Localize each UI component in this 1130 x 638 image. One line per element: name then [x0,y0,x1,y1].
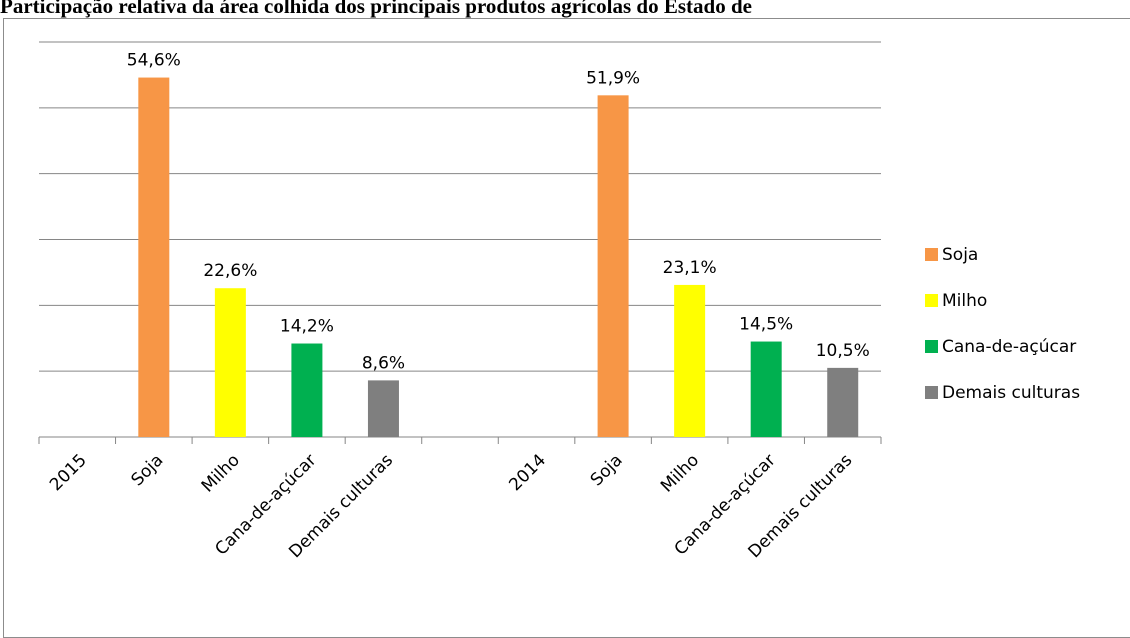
bar [750,341,782,437]
legend-swatch [925,248,938,261]
bar [214,288,246,437]
x-tick-label: Soja [128,450,168,490]
x-tick-label: Milho [657,450,703,496]
data-label: 14,5% [739,315,793,335]
x-axis [38,436,882,444]
data-label: 10,5% [816,341,870,361]
data-labels: 54,6% 22,6% 14,2% 8,6% 51,9% 23,1% 14,5% 10,5% [127,51,870,374]
chart-title: Participação relativa da área colhida do… [0,0,752,18]
x-tick-label: Milho [198,450,244,496]
legend-swatch [925,386,938,399]
legend-label: Cana-de-açúcar [942,337,1076,357]
legend-swatch [925,340,938,353]
bar [827,367,859,437]
x-tick-label: 2014 [505,450,550,495]
bar [291,343,323,437]
data-label: 23,1% [663,258,717,278]
bar [367,380,399,437]
legend-swatch [925,294,938,307]
data-label: 8,6% [362,353,405,373]
bar [674,284,706,437]
legend: Soja Milho Cana-de-açúcar Demais culturas [925,245,1080,403]
bars [138,77,859,438]
legend-label: Demais culturas [942,383,1080,403]
x-tick-label: 2015 [46,450,91,495]
data-label: 51,9% [586,68,640,88]
gridlines [39,41,881,372]
bar [597,95,629,437]
data-label: 54,6% [127,51,181,71]
legend-label: Soja [942,245,978,265]
x-tick-label: Soja [587,450,627,490]
legend-label: Milho [942,291,987,311]
bar [138,77,170,438]
data-label: 22,6% [203,261,257,281]
data-label: 14,2% [280,317,334,337]
